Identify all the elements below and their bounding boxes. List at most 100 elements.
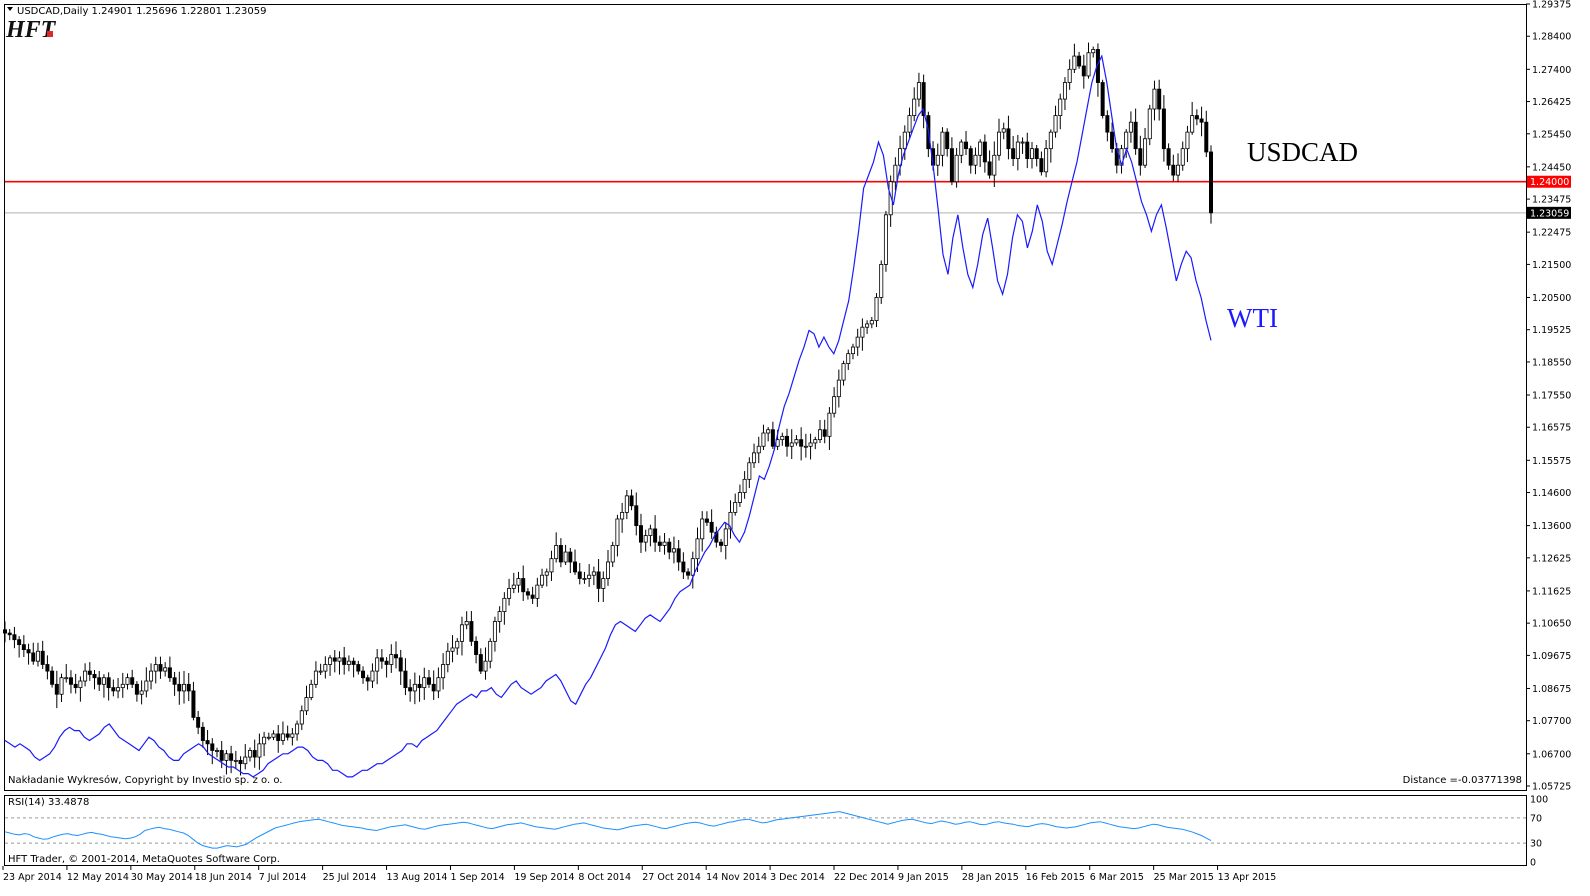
candle <box>247 747 252 762</box>
candle <box>596 558 601 603</box>
candle <box>643 529 648 552</box>
price-tick-label: 1.21500 <box>1532 260 1571 271</box>
candle <box>83 663 88 687</box>
candle <box>497 606 502 633</box>
candle <box>964 131 969 156</box>
candle <box>45 655 50 680</box>
candle <box>351 657 356 678</box>
price-tick-label: 1.20500 <box>1532 293 1571 304</box>
candle <box>17 636 22 658</box>
price-tick-label: 1.11625 <box>1532 586 1571 597</box>
time-tick-label: 8 Oct 2014 <box>578 872 631 883</box>
candle <box>954 148 959 188</box>
candle <box>158 656 163 679</box>
candle <box>31 642 36 665</box>
candle <box>186 673 191 701</box>
wti-line <box>4 54 1212 778</box>
candle <box>1020 137 1025 154</box>
candle <box>949 137 954 186</box>
candle <box>445 642 450 673</box>
distance-text: Distance =-0.03771398 <box>1403 775 1522 786</box>
candle <box>78 676 83 702</box>
candle <box>271 730 276 741</box>
candle <box>35 642 40 667</box>
candle <box>469 611 474 646</box>
candle <box>615 514 620 557</box>
price-tick-label: 1.24450 <box>1532 162 1571 173</box>
candle <box>544 568 549 587</box>
candle <box>144 667 149 698</box>
time-tick-label: 13 Apr 2015 <box>1218 872 1277 883</box>
candle <box>785 428 790 457</box>
candle <box>893 157 898 191</box>
candle <box>285 725 290 741</box>
candle <box>766 427 771 442</box>
candle <box>822 419 827 444</box>
candle <box>709 509 714 539</box>
candle <box>742 471 747 499</box>
candle <box>92 669 97 690</box>
candle <box>719 538 724 553</box>
candle <box>21 635 26 658</box>
rsi-tick-label: 30 <box>1530 839 1542 850</box>
candle <box>629 489 634 511</box>
candle <box>116 678 121 699</box>
candle <box>921 74 926 129</box>
candle <box>431 670 436 701</box>
candle <box>728 500 733 539</box>
candle <box>606 550 611 586</box>
candle <box>12 626 17 649</box>
candle <box>511 572 516 594</box>
price-tick-label: 1.29375 <box>1532 0 1571 11</box>
time-tick-label: 14 Nov 2014 <box>706 872 767 883</box>
candle <box>54 670 59 709</box>
candle <box>978 139 983 168</box>
candle <box>332 650 337 673</box>
candle <box>464 611 469 630</box>
candle <box>40 640 45 669</box>
candle <box>196 710 201 735</box>
candle <box>1166 143 1171 170</box>
candle <box>1190 101 1195 135</box>
candle <box>549 550 554 581</box>
candle <box>488 638 493 669</box>
candle <box>1143 127 1148 169</box>
candle <box>869 317 874 329</box>
candle <box>252 739 257 768</box>
candle <box>408 679 413 702</box>
candle <box>808 433 813 460</box>
candle <box>323 656 328 679</box>
price-tick-label: 1.22475 <box>1532 228 1571 239</box>
time-tick-label: 7 Jul 2014 <box>259 872 307 883</box>
price-axis: 1.29375 1.28400 1.27400 1.26425 1.25450 1.244… <box>1526 0 1571 793</box>
symbol-info: USDCAD,Daily 1.24901 1.25696 1.22801 1.2… <box>17 6 267 17</box>
dropdown-arrow-icon[interactable] <box>7 7 13 11</box>
candle <box>167 656 172 682</box>
candle <box>610 541 615 568</box>
candle <box>817 419 822 444</box>
candle <box>638 513 643 553</box>
candle <box>384 657 389 678</box>
candle <box>177 671 182 705</box>
candle <box>474 636 479 664</box>
candle <box>134 681 139 702</box>
price-tick-label: 1.16575 <box>1532 423 1571 434</box>
time-tick-label: 25 Mar 2015 <box>1154 872 1214 883</box>
candle <box>752 443 757 468</box>
price-tick-label: 1.10650 <box>1532 619 1571 630</box>
candle <box>601 571 606 603</box>
candle <box>1053 105 1058 138</box>
candle <box>1152 80 1157 121</box>
candle <box>483 647 488 680</box>
candle <box>686 568 691 580</box>
candle <box>3 621 8 643</box>
candle <box>1180 141 1185 171</box>
candle <box>563 544 568 565</box>
time-tick-label: 19 Sep 2014 <box>514 872 574 883</box>
candle <box>558 538 563 568</box>
price-tick-label: 1.19525 <box>1532 325 1571 336</box>
candle <box>1128 111 1133 143</box>
candle <box>987 150 992 179</box>
candle <box>64 664 69 683</box>
candle <box>1185 125 1190 162</box>
